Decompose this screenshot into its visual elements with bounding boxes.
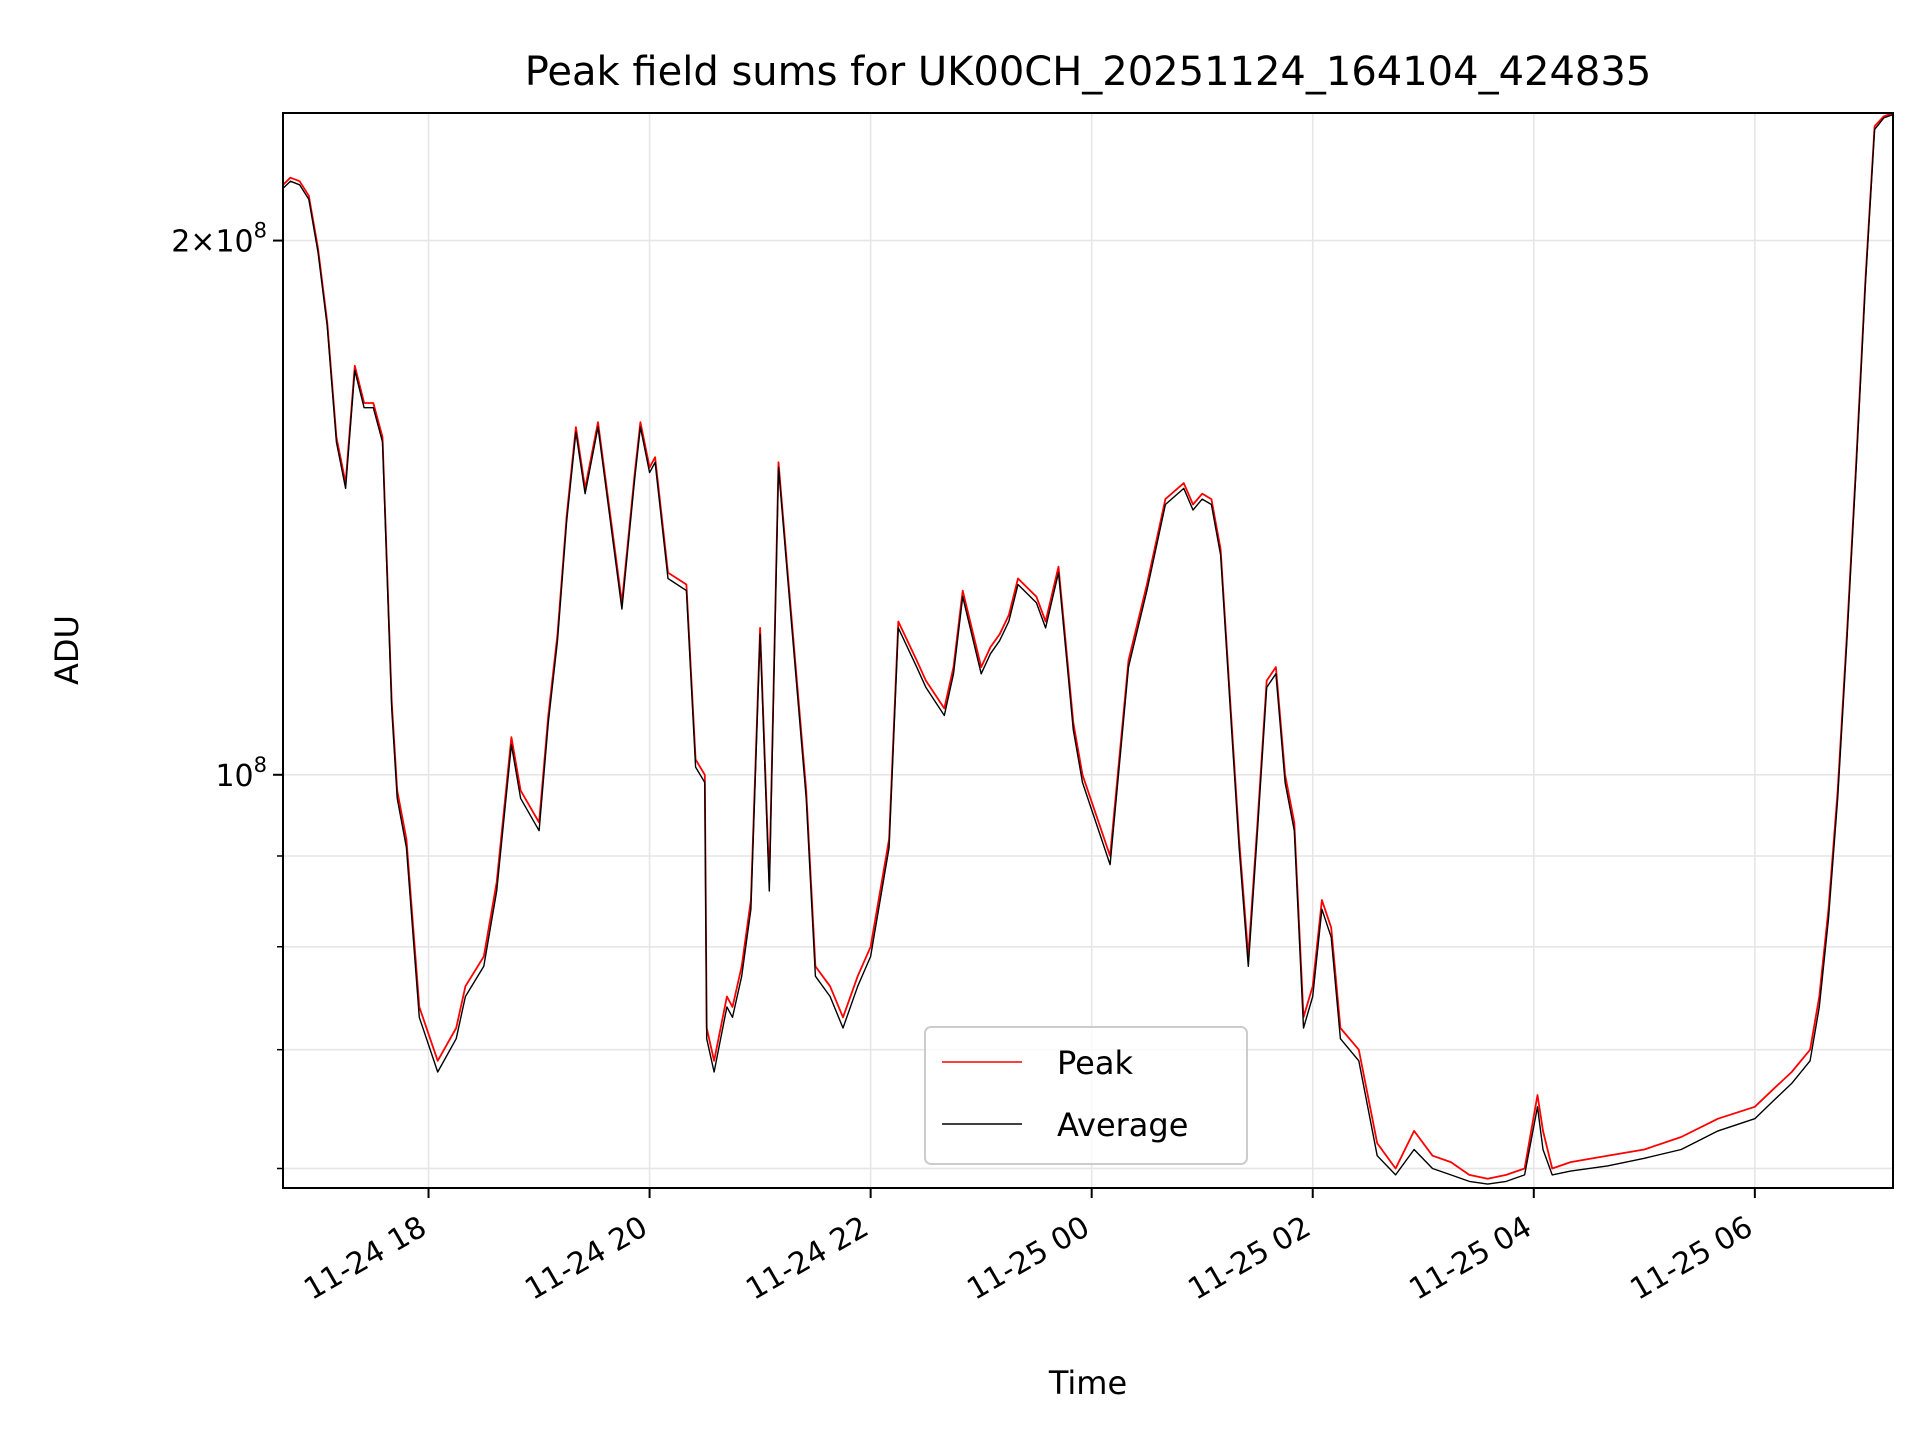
y-axis-label: ADU — [48, 615, 86, 685]
y-tick-label-1: 2×108 — [171, 219, 267, 260]
legend-label-peak: Peak — [1057, 1044, 1133, 1082]
legend: Peak Average — [924, 1026, 1248, 1165]
grid — [283, 113, 1893, 1188]
series-line-average — [282, 113, 1894, 1185]
chart-title: Peak field sums for UK00CH_20251124_1641… — [525, 49, 1652, 95]
y-tick-label-0: 108 — [215, 753, 267, 794]
legend-label-average: Average — [1057, 1106, 1188, 1144]
series-line-peak — [282, 112, 1894, 1180]
plot-frame — [282, 112, 1894, 1189]
series-layer — [282, 112, 1894, 1185]
x-axis-label: Time — [1048, 1364, 1127, 1402]
plot-area — [283, 113, 1893, 1188]
